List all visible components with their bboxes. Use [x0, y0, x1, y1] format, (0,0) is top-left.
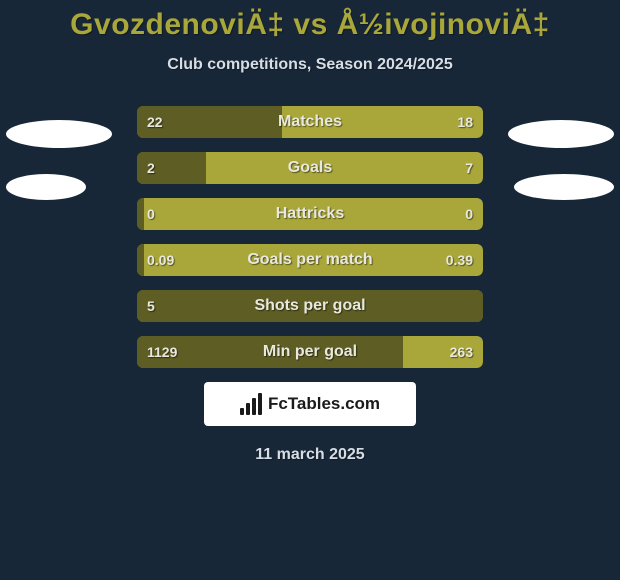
stats-container: Matches22 18 Goals2 7 Hattricks0 0 Goals per m…	[137, 106, 483, 368]
date-label: 11 march 2025	[10, 446, 610, 464]
stat-label: Goals	[137, 152, 483, 184]
stat-row: Goals per match0.09 0.39	[137, 244, 483, 276]
stat-value-left: 0.09	[137, 244, 184, 276]
bar-chart-icon	[240, 393, 262, 415]
logo-text: FcTables.com	[268, 394, 380, 414]
stat-label: Goals per match	[137, 244, 483, 276]
stat-row: Shots per goal5	[137, 290, 483, 322]
stat-label: Hattricks	[137, 198, 483, 230]
stat-value-right: 7	[455, 152, 483, 184]
stat-value-left: 0	[137, 198, 165, 230]
stat-value-right: 0.39	[436, 244, 483, 276]
ellipse-shape	[6, 120, 112, 148]
stat-value-left: 5	[137, 290, 165, 322]
subtitle: Club competitions, Season 2024/2025	[10, 56, 610, 74]
stat-value-right	[463, 290, 483, 322]
stat-value-left: 22	[137, 106, 173, 138]
ellipse-shape	[508, 120, 614, 148]
stat-value-left: 2	[137, 152, 165, 184]
page-title: GvozdenoviÄ‡ vs Å½ivojinoviÄ‡	[10, 0, 610, 42]
stat-row: Hattricks0 0	[137, 198, 483, 230]
stat-label: Min per goal	[137, 336, 483, 368]
player-right-silhouettes	[508, 120, 614, 200]
stat-row: Min per goal1129 263	[137, 336, 483, 368]
stat-value-left: 1129	[137, 336, 187, 368]
stat-row: Matches22 18	[137, 106, 483, 138]
stat-value-right: 18	[447, 106, 483, 138]
ellipse-shape	[6, 174, 86, 200]
player-left-silhouettes	[6, 120, 112, 200]
stat-row: Goals2 7	[137, 152, 483, 184]
fctables-logo: FcTables.com	[204, 382, 416, 426]
ellipse-shape	[514, 174, 614, 200]
stat-value-right: 263	[440, 336, 483, 368]
stat-label: Matches	[137, 106, 483, 138]
comparison-card: GvozdenoviÄ‡ vs Å½ivojinoviÄ‡ Club compe…	[0, 0, 620, 580]
stat-label: Shots per goal	[137, 290, 483, 322]
stat-value-right: 0	[455, 198, 483, 230]
